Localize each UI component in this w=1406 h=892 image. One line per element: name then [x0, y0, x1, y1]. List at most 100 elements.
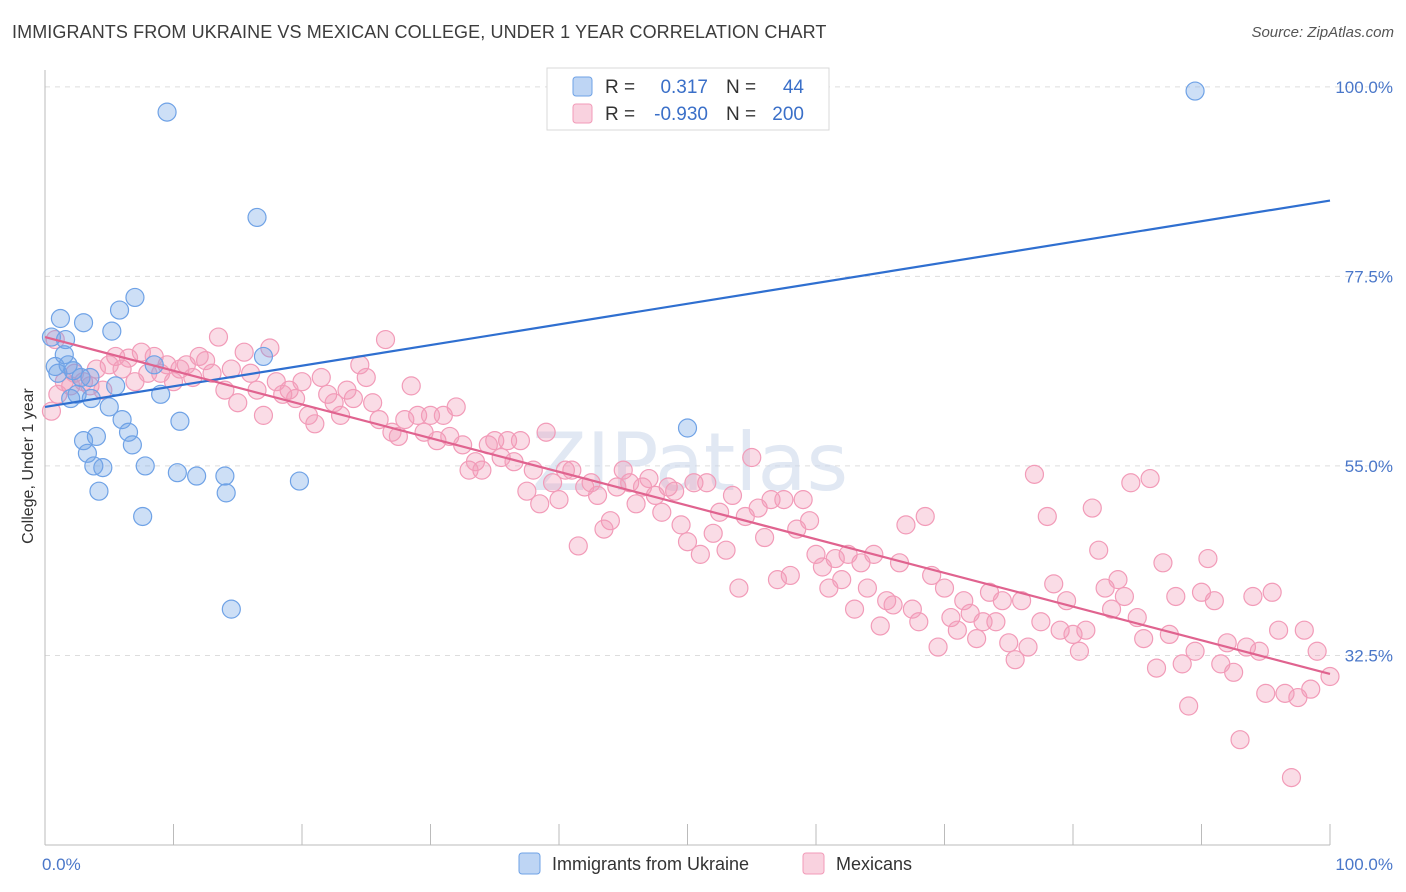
ukraine-point: [221, 599, 241, 619]
mexicans-point: [767, 570, 788, 590]
mexicans-point: [1198, 548, 1218, 569]
mexicans-point: [1089, 540, 1109, 560]
mexicans-point: [857, 578, 878, 598]
mexicans-point: [967, 629, 987, 649]
mexicans-point: [1044, 574, 1064, 594]
y-tick-labels: 32.5% 55.0% 77.5% 100.0%: [1335, 78, 1393, 666]
mexicans-point: [665, 481, 685, 501]
mexicans-point: [690, 544, 710, 564]
mexicans-point: [1114, 586, 1135, 607]
mexicans-n-value: 200: [772, 104, 804, 125]
ukraine-point: [77, 443, 98, 463]
stats-legend: R = 0.317 N = 44 R = -0.930 N = 200: [546, 67, 830, 131]
ukraine-trend-line: [44, 199, 1331, 409]
mexicans-trend-line: [44, 335, 1331, 676]
mexicans-point: [986, 612, 1006, 632]
ukraine-point: [247, 207, 267, 228]
mexicans-point: [671, 515, 691, 535]
ukraine-point: [157, 102, 177, 122]
ukraine-point: [216, 483, 236, 503]
ukraine-point: [133, 506, 153, 527]
mexicans-point: [228, 393, 248, 413]
legend-swatch-mexicans: [802, 852, 825, 875]
mexicans-point: [1185, 641, 1205, 661]
mexicans-point: [1005, 650, 1025, 670]
mexicans-point: [620, 473, 640, 493]
legend-label-mexicans: Mexicans: [836, 854, 912, 874]
mexicans-point: [652, 502, 672, 522]
mexicans-point: [587, 485, 608, 506]
ukraine-point: [73, 313, 94, 333]
mexicans-point: [292, 372, 312, 392]
mexicans-point: [363, 393, 383, 413]
ukraine-point: [63, 361, 83, 381]
mexicans-point: [1256, 683, 1276, 703]
mexicans-n-label: N =: [726, 104, 756, 125]
mexicans-point: [549, 490, 569, 510]
mexicans-point: [1146, 658, 1167, 678]
ukraine-point: [99, 397, 119, 417]
grid: [45, 86, 1395, 656]
mexicans-point: [1179, 696, 1199, 716]
mexicans-point: [311, 367, 331, 388]
mexicans-points: [41, 327, 1340, 788]
mexicans-point: [1037, 506, 1057, 527]
mexicans-point: [208, 327, 229, 347]
mexicans-point: [870, 616, 890, 636]
mexicans-point: [356, 367, 376, 388]
mexicans-point: [1050, 620, 1070, 640]
mexicans-point: [472, 460, 492, 480]
mexicans-point: [1011, 591, 1032, 611]
mexicans-point: [568, 536, 588, 556]
mexicans-point: [1301, 679, 1321, 699]
mexicans-point: [1294, 620, 1314, 640]
mexicans-point: [896, 515, 916, 535]
mexicans-point: [1134, 629, 1154, 649]
ukraine-point: [122, 435, 142, 455]
mexicans-point: [1018, 637, 1038, 657]
mexicans-point: [1281, 768, 1302, 788]
mexicans-point: [253, 405, 274, 425]
ukraine-point: [102, 321, 122, 341]
ukraine-point: [289, 471, 310, 491]
mexicans-point: [825, 548, 845, 569]
trend-lines: [44, 199, 1331, 676]
series-legend: Immigrants from Ukraine Mexicans: [518, 852, 912, 875]
x-tick-label: 100.0%: [1335, 855, 1393, 874]
ukraine-point: [1185, 81, 1205, 101]
mexicans-point: [1268, 620, 1289, 640]
mexicans-point: [1320, 666, 1340, 687]
mexicans-legend-swatch: [572, 103, 593, 124]
y-tick-label: 100.0%: [1335, 78, 1393, 97]
mexicans-point: [729, 578, 749, 598]
mexicans-point: [677, 532, 698, 552]
ukraine-point: [187, 466, 207, 486]
ukraine-point: [167, 463, 187, 483]
mexicans-point: [883, 595, 903, 615]
mexicans-point: [774, 490, 794, 510]
ukraine-point: [106, 376, 126, 396]
mexicans-point: [754, 527, 775, 548]
mexicans-point: [793, 490, 813, 510]
ukraine-point: [112, 409, 132, 430]
ukraine-point: [215, 466, 235, 486]
ukraine-r-value: 0.317: [660, 77, 708, 98]
mexicans-point: [902, 599, 922, 619]
mexicans-r-label: R =: [605, 104, 635, 125]
mexicans-point: [1063, 624, 1083, 645]
source-label: Source: ZipAtlas.com: [1251, 24, 1394, 41]
axes: [44, 70, 1331, 846]
mexicans-point: [1204, 591, 1224, 611]
x-tick-label: 0.0%: [42, 855, 81, 874]
mexicans-point: [992, 591, 1012, 611]
y-tick-label: 32.5%: [1345, 646, 1393, 665]
mexicans-point: [536, 422, 556, 442]
ukraine-point: [677, 418, 698, 438]
y-tick-label: 77.5%: [1345, 267, 1393, 286]
ukraine-point: [58, 355, 78, 375]
mexicans-point: [722, 485, 743, 506]
mexicans-point: [517, 481, 537, 501]
mexicans-point: [941, 607, 961, 628]
mexicans-point: [832, 570, 852, 590]
mexicans-point: [1275, 683, 1295, 703]
